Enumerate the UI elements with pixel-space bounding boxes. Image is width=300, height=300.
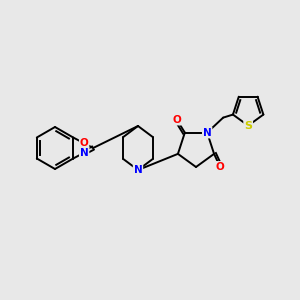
- Text: N: N: [134, 165, 142, 175]
- Text: N: N: [203, 128, 212, 138]
- Text: O: O: [80, 138, 88, 148]
- Text: O: O: [172, 115, 181, 124]
- Text: N: N: [80, 148, 88, 158]
- Text: S: S: [244, 121, 252, 130]
- Text: O: O: [216, 162, 224, 172]
